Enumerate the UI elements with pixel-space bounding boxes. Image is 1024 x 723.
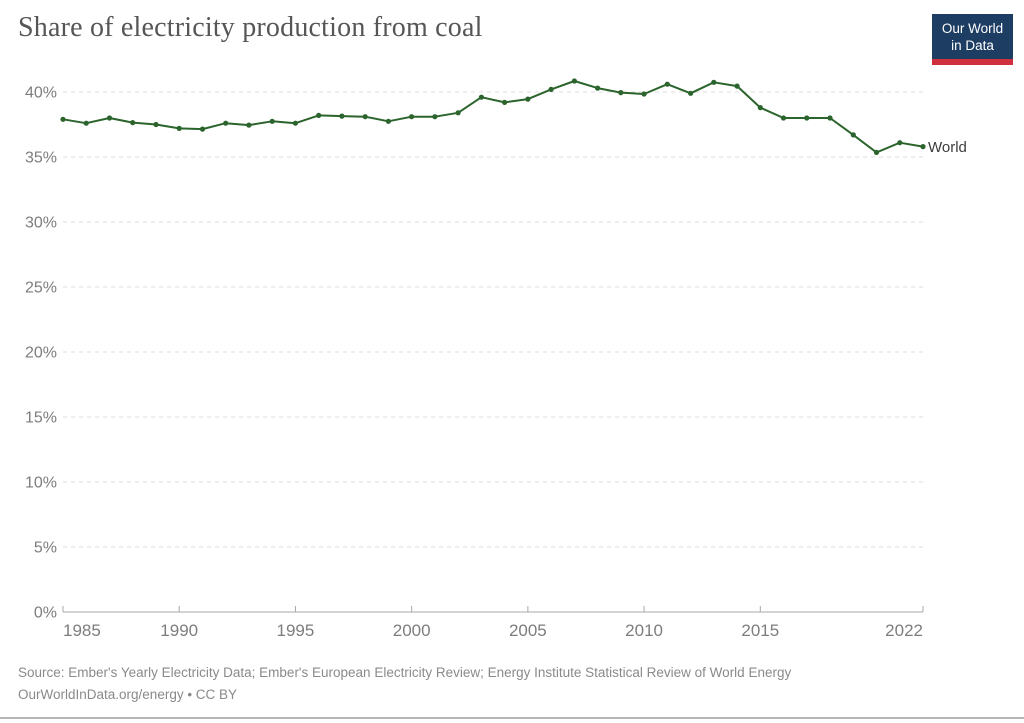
- data-point-2001[interactable]: [432, 114, 438, 120]
- data-point-1999[interactable]: [385, 118, 391, 124]
- data-point-2022[interactable]: [920, 144, 926, 150]
- data-point-2012[interactable]: [688, 90, 694, 96]
- data-point-2000[interactable]: [409, 114, 415, 120]
- data-point-2007[interactable]: [571, 78, 578, 84]
- data-point-2008[interactable]: [595, 85, 601, 91]
- page-title: Share of electricity production from coa…: [18, 12, 483, 43]
- x-axis-label-2000: 2000: [393, 621, 431, 640]
- data-point-1996[interactable]: [316, 112, 322, 118]
- data-point-1987[interactable]: [106, 115, 113, 121]
- line-chart: 0% 5% 10% 15% 20% 25% 30% 35% 40% 1985 1990 1995 200…: [25, 78, 926, 640]
- data-point-2016[interactable]: [780, 115, 787, 121]
- data-point-2010[interactable]: [641, 91, 647, 97]
- y-axis-label-35: 35%: [25, 150, 57, 167]
- data-point-1989[interactable]: [153, 121, 159, 128]
- data-point-2006[interactable]: [548, 86, 554, 92]
- data-point-2003[interactable]: [478, 94, 484, 100]
- license-text[interactable]: OurWorldInData.org/energy • CC BY: [18, 687, 238, 702]
- y-axis-label-30: 30%: [25, 215, 57, 232]
- y-axis-label-5: 5%: [34, 540, 57, 557]
- data-point-2013[interactable]: [711, 79, 717, 85]
- data-point-1993[interactable]: [246, 122, 252, 128]
- chart-footer: Source: Ember's Yearly Electricity Data;…: [18, 662, 1006, 706]
- x-axis-label-1985: 1985: [63, 621, 101, 640]
- owid-logo-line1: Our World: [941, 21, 1004, 36]
- owid-logo-line2: in Data: [951, 38, 994, 53]
- data-point-2019[interactable]: [850, 132, 856, 138]
- x-axis-label-2010: 2010: [625, 621, 663, 640]
- data-point-2011[interactable]: [664, 81, 670, 87]
- data-point-2017[interactable]: [804, 115, 810, 121]
- data-point-2015[interactable]: [757, 105, 763, 111]
- x-axis-label-1990: 1990: [160, 621, 198, 640]
- data-point-1998[interactable]: [362, 114, 368, 120]
- data-point-1991[interactable]: [199, 126, 206, 132]
- data-point-2002[interactable]: [455, 110, 461, 116]
- data-point-2009[interactable]: [618, 90, 624, 96]
- data-point-2018[interactable]: [827, 115, 833, 121]
- x-axis-label-2022: 2022: [885, 621, 923, 640]
- x-axis-label-1995: 1995: [277, 621, 315, 640]
- y-axis-label-25: 25%: [25, 280, 57, 297]
- data-point-2020[interactable]: [873, 149, 880, 155]
- data-point-1997[interactable]: [339, 113, 345, 119]
- data-point-2004[interactable]: [502, 99, 508, 105]
- data-point-1985[interactable]: [60, 116, 66, 122]
- y-axis-label-10: 10%: [25, 475, 57, 492]
- y-axis-label-0: 0%: [34, 605, 57, 622]
- data-point-1995[interactable]: [292, 120, 298, 126]
- x-axis-label-2005: 2005: [509, 621, 547, 640]
- data-point-1994[interactable]: [269, 118, 275, 124]
- y-axis-label-40: 40%: [25, 85, 57, 102]
- data-point-2005[interactable]: [525, 96, 531, 102]
- source-text: Source: Ember's Yearly Electricity Data;…: [18, 665, 792, 680]
- owid-logo: Our World in Data: [932, 14, 1013, 65]
- data-point-2014[interactable]: [734, 83, 740, 89]
- series-label-world: World: [928, 139, 967, 156]
- data-point-1986[interactable]: [83, 120, 89, 126]
- y-axis-label-20: 20%: [25, 345, 57, 362]
- data-point-1992[interactable]: [223, 120, 229, 126]
- data-point-1990[interactable]: [176, 125, 182, 131]
- y-axis-label-15: 15%: [25, 410, 57, 427]
- world-line[interactable]: [62, 80, 924, 154]
- data-point-2021[interactable]: [897, 140, 903, 146]
- x-axis-label-2015: 2015: [741, 621, 779, 640]
- bottom-divider: [0, 717, 1024, 719]
- data-point-1988[interactable]: [130, 120, 136, 126]
